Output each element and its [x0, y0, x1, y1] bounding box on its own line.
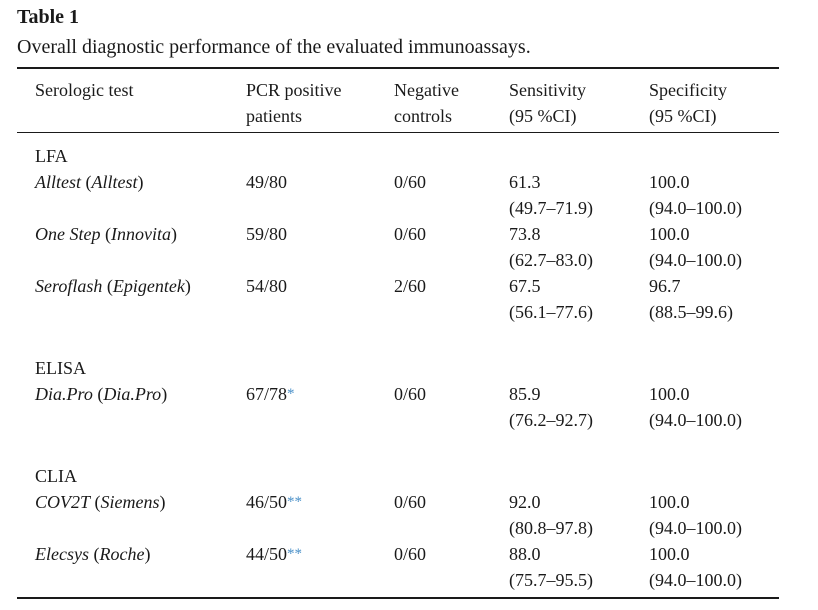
sensitivity-value: 92.0	[509, 492, 541, 512]
specificity-ci: (94.0–100.0)	[649, 518, 742, 538]
negative-controls-cell: 0/60	[394, 384, 427, 404]
header-sens-line2: (95 %CI)	[509, 106, 577, 126]
test-name-cell: Seroflash (Epigentek)	[35, 273, 191, 299]
header-sens-line1: Sensitivity	[509, 80, 587, 100]
sensitivity-value: 73.8	[509, 224, 541, 244]
negative-controls-cell: 0/60	[394, 544, 427, 564]
category-label: CLIA	[35, 466, 77, 486]
category-label: ELISA	[35, 358, 86, 378]
header-negative-controls: Negative controls	[394, 77, 459, 129]
specificity-ci: (88.5–99.6)	[649, 302, 733, 322]
sensitivity-ci: (80.8–97.8)	[509, 518, 593, 538]
sensitivity-ci: (75.7–95.5)	[509, 570, 593, 590]
header-pcr-positive: PCR positive patients	[246, 77, 342, 129]
specificity-value: 100.0	[649, 384, 690, 404]
test-name-cell: Dia.Pro (Dia.Pro)	[35, 381, 167, 407]
specificity-value: 100.0	[649, 544, 690, 564]
test-name: Alltest	[35, 172, 81, 192]
specificity-ci: (94.0–100.0)	[649, 410, 742, 430]
paren-close: )	[144, 544, 151, 564]
paren-open: (	[88, 544, 100, 564]
specificity-value: 100.0	[649, 172, 690, 192]
footnote-marker: **	[287, 494, 303, 510]
header-neg-line1: Negative	[394, 80, 459, 100]
header-pcr-line2: patients	[246, 106, 302, 126]
pcr-positive-value: 44/50	[246, 544, 288, 564]
negative-controls-cell: 0/60	[394, 172, 427, 192]
pcr-positive-value: 59/80	[246, 224, 288, 244]
sensitivity-ci: (76.2–92.7)	[509, 410, 593, 430]
top-rule	[17, 67, 779, 69]
header-specificity: Specificity (95 %CI)	[649, 77, 727, 129]
pcr-positive-value: 49/80	[246, 172, 288, 192]
paren-open: (	[92, 384, 104, 404]
test-manufacturer: Siemens	[100, 492, 160, 512]
footnote-marker: **	[287, 546, 303, 562]
specificity-value: 100.0	[649, 492, 690, 512]
negative-controls-cell: 0/60	[394, 492, 427, 512]
pcr-positive-cell: 59/80	[246, 221, 287, 247]
header-neg-line2: controls	[394, 106, 452, 126]
test-manufacturer: Roche	[99, 544, 145, 564]
paren-close: )	[170, 224, 177, 244]
sensitivity-value: 61.3	[509, 172, 541, 192]
test-name: COV2T	[35, 492, 91, 512]
test-manufacturer: Dia.Pro	[103, 384, 162, 404]
header-spec-line2: (95 %CI)	[649, 106, 717, 126]
specificity-ci: (94.0–100.0)	[649, 570, 742, 590]
pcr-positive-cell: 46/50**	[246, 489, 302, 515]
specificity-value: 96.7	[649, 276, 681, 296]
header-sensitivity: Sensitivity (95 %CI)	[509, 77, 586, 129]
test-name-cell: Elecsys (Roche)	[35, 541, 150, 567]
pcr-positive-cell: 54/80	[246, 273, 287, 299]
pcr-positive-value: 54/80	[246, 276, 288, 296]
specificity-ci: (94.0–100.0)	[649, 198, 742, 218]
sensitivity-value: 85.9	[509, 384, 541, 404]
test-name: Elecsys	[35, 544, 89, 564]
sensitivity-value: 67.5	[509, 276, 541, 296]
header-pcr-line1: PCR positive	[246, 80, 342, 100]
pcr-positive-cell: 49/80	[246, 169, 287, 195]
test-manufacturer: Innovita	[110, 224, 171, 244]
negative-controls-cell: 2/60	[394, 276, 427, 296]
test-name-cell: Alltest (Alltest)	[35, 169, 144, 195]
pcr-positive-cell: 67/78*	[246, 381, 295, 407]
sensitivity-ci: (56.1–77.6)	[509, 302, 593, 322]
paren-close: )	[184, 276, 191, 296]
specificity-value: 100.0	[649, 224, 690, 244]
test-manufacturer: Alltest	[91, 172, 138, 192]
specificity-ci: (94.0–100.0)	[649, 250, 742, 270]
paren-close: )	[159, 492, 166, 512]
table-label: Table 1	[17, 6, 80, 28]
test-name-cell: COV2T (Siemens)	[35, 489, 166, 515]
test-name: Seroflash	[35, 276, 103, 296]
negative-controls-cell: 0/60	[394, 224, 427, 244]
sensitivity-value: 88.0	[509, 544, 541, 564]
bottom-rule	[17, 597, 779, 599]
category-label: LFA	[35, 146, 68, 166]
test-manufacturer: Epigentek	[112, 276, 185, 296]
paren-open: (	[90, 492, 101, 512]
pcr-positive-cell: 44/50**	[246, 541, 302, 567]
paren-close: )	[137, 172, 144, 192]
header-rule	[17, 132, 779, 133]
test-name-cell: One Step (Innovita)	[35, 221, 177, 247]
header-serologic-test: Serologic test	[35, 77, 133, 103]
header-serologic-test-label: Serologic test	[35, 80, 134, 100]
test-name: Dia.Pro	[35, 384, 93, 404]
table-caption: Overall diagnostic performance of the ev…	[17, 36, 531, 58]
paren-open: (	[81, 172, 92, 192]
sensitivity-ci: (49.7–71.9)	[509, 198, 593, 218]
paren-close: )	[161, 384, 168, 404]
paren-open: (	[100, 224, 111, 244]
header-spec-line1: Specificity	[649, 80, 727, 100]
sensitivity-ci: (62.7–83.0)	[509, 250, 593, 270]
footnote-marker: *	[287, 386, 295, 402]
pcr-positive-value: 67/78	[246, 384, 288, 404]
pcr-positive-value: 46/50	[246, 492, 288, 512]
paren-open: (	[102, 276, 113, 296]
test-name: One Step	[35, 224, 101, 244]
